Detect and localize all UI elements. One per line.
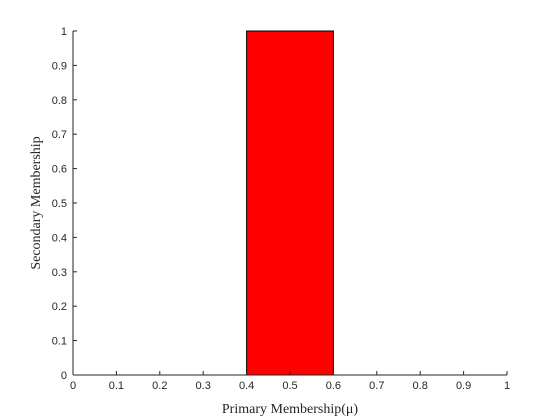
x-tick-label: 0.1	[109, 380, 124, 392]
y-tick-label: 0	[61, 370, 67, 382]
y-ticks: 0 0.1 0.2 0.3 0.4 0.5 0.6 0.7 0.8 0.9 1	[52, 26, 77, 382]
x-tick-label: 0.6	[326, 380, 341, 392]
x-tick-label: 0.2	[152, 380, 167, 392]
x-ticks: 0 0.1 0.2 0.3 0.4 0.5 0.6 0.7 0.8 0.9 1	[70, 371, 510, 392]
y-tick-label: 0.7	[52, 129, 67, 141]
x-tick-label: 0.5	[282, 380, 297, 392]
x-tick-label: 0.9	[456, 380, 471, 392]
y-tick-label: 1	[61, 26, 67, 38]
bar-group	[246, 30, 334, 376]
y-axis-label: Secondary Membership	[29, 136, 44, 269]
x-tick-label: 0.8	[413, 380, 428, 392]
y-tick-label: 0.2	[52, 301, 67, 313]
y-tick-label: 0.3	[52, 267, 67, 279]
x-tick-label: 0.3	[196, 380, 211, 392]
y-tick-label: 0.5	[52, 198, 67, 210]
x-axis-label: Primary Membership(μ)	[222, 402, 359, 417]
bar-0	[246, 30, 334, 376]
x-tick-label: 1	[504, 380, 510, 392]
y-tick-label: 0.9	[52, 60, 67, 72]
x-tick-label: 0.4	[239, 380, 254, 392]
y-tick-label: 0.1	[52, 336, 67, 348]
y-tick-label: 0.4	[52, 232, 67, 244]
x-tick-label: 0.7	[369, 380, 384, 392]
x-tick-label: 0	[70, 380, 76, 392]
y-tick-label: 0.6	[52, 164, 67, 176]
y-tick-label: 0.8	[52, 95, 67, 107]
